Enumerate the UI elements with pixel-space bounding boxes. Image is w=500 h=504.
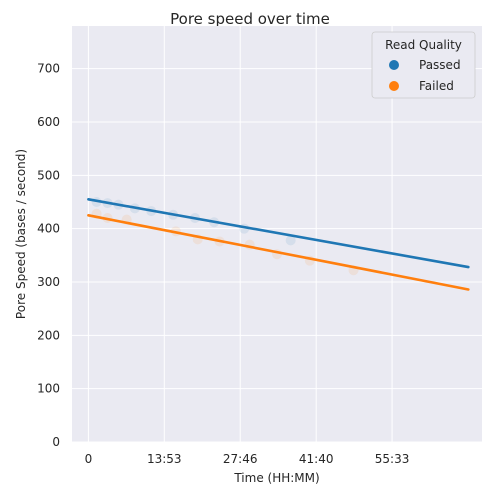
y-tick-label: 600 (37, 115, 60, 129)
x-tick-label: 55:33 (375, 452, 410, 466)
x-tick-label: 41:40 (299, 452, 334, 466)
y-tick-label: 300 (37, 275, 60, 289)
y-tick-label: 200 (37, 328, 60, 342)
trend-line-failed (87, 214, 470, 291)
legend: Read Quality Passed Failed (371, 31, 476, 99)
y-tick-label: 700 (37, 62, 60, 76)
x-tick-label: 27:46 (223, 452, 258, 466)
y-axis-ticks: 0 100 200 300 400 500 600 700 (37, 62, 60, 449)
legend-label-passed: Passed (419, 58, 461, 72)
y-tick-label: 100 (37, 382, 60, 396)
trend-line-passed (87, 198, 470, 269)
x-axis-ticks: 0 13:53 27:46 41:40 55:33 (85, 452, 410, 466)
legend-items: Passed Failed (389, 58, 461, 93)
legend-marker-failed (389, 81, 399, 91)
y-tick-label: 400 (37, 222, 60, 236)
x-tick-label: 0 (85, 452, 93, 466)
y-tick-label: 0 (52, 435, 60, 449)
legend-marker-passed (389, 60, 399, 70)
x-tick-label: 13:53 (147, 452, 182, 466)
y-tick-label: 500 (37, 168, 60, 182)
legend-label-failed: Failed (419, 79, 454, 93)
grid (72, 26, 482, 443)
data-point-passed (285, 235, 296, 246)
trend-lines (87, 198, 470, 291)
chart-title: Pore speed over time (170, 10, 330, 28)
legend-box (371, 31, 476, 99)
x-axis-label: Time (HH:MM) (233, 471, 319, 485)
y-axis-label: Pore Speed (bases / second) (14, 149, 28, 319)
legend-title: Read Quality (385, 38, 462, 52)
